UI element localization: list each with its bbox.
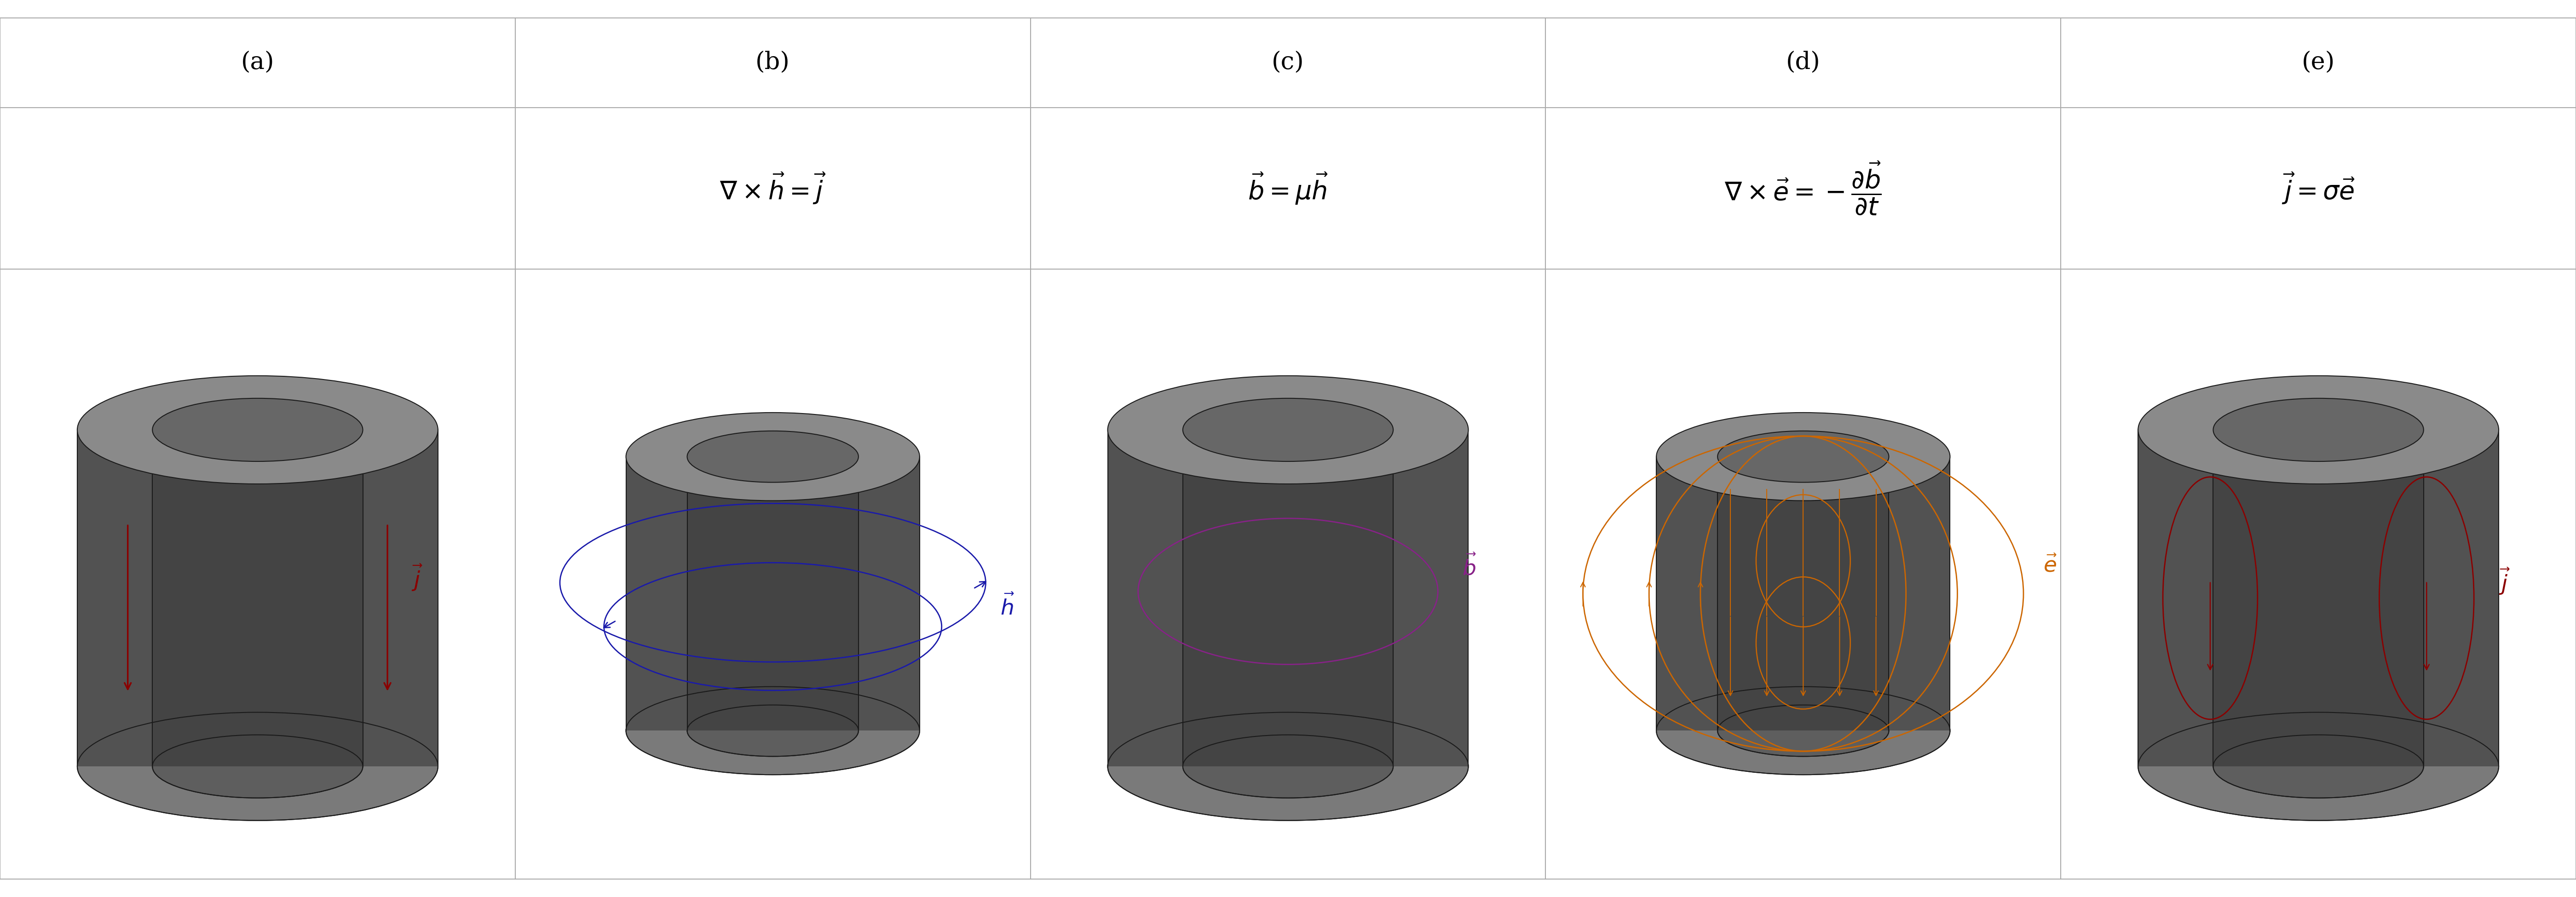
Ellipse shape: [626, 686, 920, 775]
Text: $\vec{b} = \mu\vec{h}$: $\vec{b} = \mu\vec{h}$: [1247, 170, 1329, 206]
Ellipse shape: [77, 712, 438, 821]
Ellipse shape: [1108, 712, 1468, 821]
Ellipse shape: [2213, 735, 2424, 798]
Text: $\vec{e}$: $\vec{e}$: [2043, 556, 2058, 577]
Ellipse shape: [1656, 413, 1950, 501]
Ellipse shape: [688, 705, 858, 756]
Text: $\vec{b}$: $\vec{b}$: [1463, 555, 1476, 579]
Text: (b): (b): [755, 51, 791, 74]
Polygon shape: [1656, 457, 1950, 731]
Ellipse shape: [2138, 712, 2499, 821]
Ellipse shape: [2138, 376, 2499, 484]
Ellipse shape: [1718, 705, 1888, 756]
Ellipse shape: [152, 398, 363, 461]
Ellipse shape: [152, 735, 363, 798]
Polygon shape: [688, 457, 858, 731]
Text: (c): (c): [1273, 51, 1303, 74]
Text: (d): (d): [1785, 51, 1821, 74]
Text: $\vec{j} = \sigma\vec{e}$: $\vec{j} = \sigma\vec{e}$: [2282, 171, 2354, 205]
Ellipse shape: [2213, 398, 2424, 461]
Text: (a): (a): [242, 51, 273, 74]
Text: $\vec{j}$: $\vec{j}$: [2499, 567, 2512, 596]
Polygon shape: [1182, 430, 1394, 766]
Polygon shape: [152, 430, 363, 766]
Text: $\nabla \times \vec{e} = -\dfrac{\partial\vec{b}}{\partial t}$: $\nabla \times \vec{e} = -\dfrac{\partia…: [1723, 160, 1883, 217]
Polygon shape: [2213, 430, 2424, 766]
Polygon shape: [77, 430, 438, 766]
Polygon shape: [2138, 430, 2499, 766]
Text: $\vec{j}$: $\vec{j}$: [412, 563, 422, 593]
Text: $\vec{h}$: $\vec{h}$: [999, 595, 1015, 620]
Ellipse shape: [1656, 686, 1950, 775]
Text: $\nabla \times \vec{h} = \vec{j}$: $\nabla \times \vec{h} = \vec{j}$: [719, 171, 827, 205]
Polygon shape: [1718, 457, 1888, 731]
Ellipse shape: [1108, 376, 1468, 484]
Polygon shape: [626, 457, 920, 731]
Ellipse shape: [626, 413, 920, 501]
Ellipse shape: [1182, 398, 1394, 461]
Polygon shape: [1108, 430, 1468, 766]
Text: (e): (e): [2303, 51, 2334, 74]
Ellipse shape: [77, 376, 438, 484]
Ellipse shape: [688, 431, 858, 483]
Ellipse shape: [1182, 735, 1394, 798]
Ellipse shape: [1718, 431, 1888, 483]
